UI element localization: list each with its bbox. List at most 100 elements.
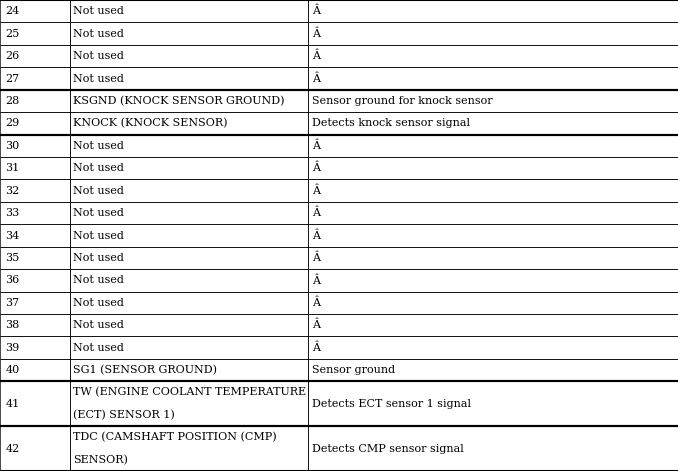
Text: Â: Â (312, 163, 320, 173)
Text: Â: Â (312, 73, 320, 84)
Bar (308, 112, 678, 135)
Bar (0, 23, 70, 45)
Text: TDC (CAMSHAFT POSITION (CMP): TDC (CAMSHAFT POSITION (CMP) (73, 432, 277, 443)
Bar (308, 0, 678, 23)
Bar (0, 269, 70, 292)
Text: (ECT) SENSOR 1): (ECT) SENSOR 1) (73, 410, 175, 420)
Text: Â: Â (312, 208, 320, 219)
Text: Not used: Not used (73, 208, 124, 218)
Bar (0, 224, 70, 247)
Bar (308, 157, 678, 179)
Text: 27: 27 (5, 73, 20, 83)
Bar (308, 202, 678, 224)
Text: 36: 36 (5, 276, 20, 285)
Bar (0, 135, 70, 157)
Bar (0, 179, 70, 202)
Text: 25: 25 (5, 29, 20, 39)
Text: 35: 35 (5, 253, 20, 263)
Text: Â: Â (312, 252, 320, 263)
Text: Â: Â (312, 140, 320, 151)
Bar (308, 359, 678, 382)
Text: Not used: Not used (73, 141, 124, 151)
Text: SENSOR): SENSOR) (73, 455, 128, 465)
Bar (308, 67, 678, 89)
Bar (308, 292, 678, 314)
Bar (70, 67, 308, 89)
Text: Â: Â (312, 320, 320, 331)
Text: Not used: Not used (73, 6, 124, 16)
Bar (70, 0, 308, 23)
Bar (0, 157, 70, 179)
Text: Not used: Not used (73, 230, 124, 241)
Text: Â: Â (312, 51, 320, 61)
Text: Sensor ground: Sensor ground (312, 365, 395, 375)
Text: Not used: Not used (73, 163, 124, 173)
Text: 29: 29 (5, 118, 20, 129)
Text: Â: Â (312, 28, 320, 39)
Text: Detects ECT sensor 1 signal: Detects ECT sensor 1 signal (312, 399, 471, 409)
Bar (308, 45, 678, 67)
Bar (0, 426, 70, 471)
Bar (308, 269, 678, 292)
Text: TW (ENGINE COOLANT TEMPERATURE: TW (ENGINE COOLANT TEMPERATURE (73, 387, 306, 398)
Text: 34: 34 (5, 230, 20, 241)
Bar (308, 89, 678, 112)
Bar (70, 89, 308, 112)
Text: 40: 40 (5, 365, 20, 375)
Bar (70, 336, 308, 359)
Bar (308, 247, 678, 269)
Text: 38: 38 (5, 320, 20, 330)
Bar (308, 135, 678, 157)
Bar (0, 292, 70, 314)
Bar (0, 0, 70, 23)
Bar (70, 359, 308, 382)
Text: 30: 30 (5, 141, 20, 151)
Text: Not used: Not used (73, 320, 124, 330)
Bar (0, 112, 70, 135)
Bar (0, 336, 70, 359)
Bar (70, 292, 308, 314)
Bar (308, 382, 678, 426)
Bar (308, 179, 678, 202)
Bar (70, 224, 308, 247)
Bar (0, 67, 70, 89)
Text: 31: 31 (5, 163, 20, 173)
Bar (70, 314, 308, 336)
Text: Â: Â (312, 186, 320, 196)
Text: Â: Â (312, 275, 320, 285)
Text: Not used: Not used (73, 276, 124, 285)
Text: Â: Â (312, 6, 320, 16)
Text: Sensor ground for knock sensor: Sensor ground for knock sensor (312, 96, 492, 106)
Bar (0, 202, 70, 224)
Text: Â: Â (312, 298, 320, 308)
Bar (0, 89, 70, 112)
Text: Not used: Not used (73, 51, 124, 61)
Text: 26: 26 (5, 51, 20, 61)
Bar (70, 45, 308, 67)
Text: 37: 37 (5, 298, 20, 308)
Text: 32: 32 (5, 186, 20, 195)
Bar (70, 382, 308, 426)
Text: Â: Â (312, 342, 320, 353)
Text: Detects CMP sensor signal: Detects CMP sensor signal (312, 444, 464, 454)
Text: SG1 (SENSOR GROUND): SG1 (SENSOR GROUND) (73, 365, 217, 375)
Bar (70, 112, 308, 135)
Text: Not used: Not used (73, 342, 124, 353)
Text: Not used: Not used (73, 73, 124, 83)
Bar (308, 336, 678, 359)
Bar (0, 359, 70, 382)
Bar (70, 179, 308, 202)
Bar (70, 202, 308, 224)
Text: 39: 39 (5, 342, 20, 353)
Text: Not used: Not used (73, 29, 124, 39)
Bar (308, 23, 678, 45)
Bar (70, 157, 308, 179)
Text: KSGND (KNOCK SENSOR GROUND): KSGND (KNOCK SENSOR GROUND) (73, 96, 285, 106)
Bar (0, 247, 70, 269)
Text: 42: 42 (5, 444, 20, 454)
Bar (308, 426, 678, 471)
Text: 24: 24 (5, 6, 20, 16)
Bar (0, 45, 70, 67)
Bar (70, 135, 308, 157)
Bar (308, 314, 678, 336)
